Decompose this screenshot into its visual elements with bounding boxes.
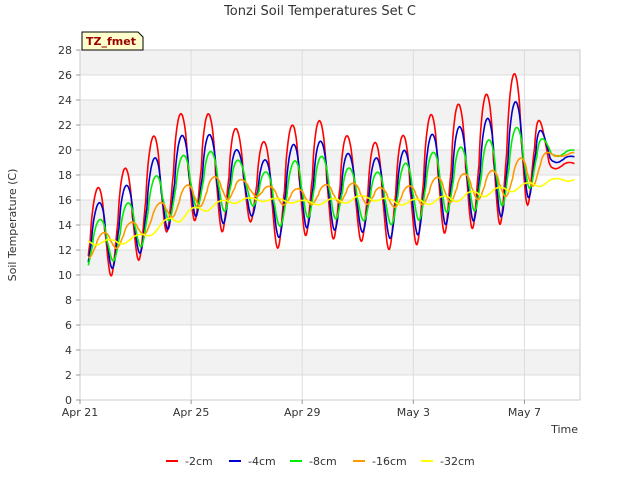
legend-label: -2cm [185, 455, 213, 468]
site-tag-text: TZ_fmet [86, 35, 136, 48]
series-lines [87, 72, 575, 277]
y-tick-label: 28 [58, 44, 72, 57]
y-tick-label: 12 [58, 244, 72, 257]
series-line-minus-16cm [88, 151, 575, 259]
series-line-minus-4cm [87, 101, 575, 270]
legend-label: -16cm [372, 455, 407, 468]
background-band [80, 50, 580, 75]
legend: -2cm -4cm -8cm -16cm -32cm [166, 455, 475, 468]
x-tick-label: May 7 [508, 406, 541, 419]
y-tick-label: 26 [58, 69, 72, 82]
series-line-minus-32cm [87, 177, 575, 246]
y-tick-label: 2 [65, 369, 72, 382]
y-tick-label: 20 [58, 144, 72, 157]
y-tick-label: 8 [65, 294, 72, 307]
y-tick-label: 6 [65, 319, 72, 332]
x-tick-label: Apr 29 [284, 406, 321, 419]
background-band [80, 100, 580, 125]
y-tick-label: 4 [65, 344, 72, 357]
legend-item: -4cm [229, 455, 276, 468]
y-tick-label: 24 [58, 94, 72, 107]
y-tick-label: 14 [58, 219, 72, 232]
site-tag-box [81, 31, 144, 51]
background-band [80, 250, 580, 275]
y-tick-label: 16 [58, 194, 72, 207]
site-tag: TZ_fmet [81, 31, 144, 51]
x-tick-label: Apr 21 [62, 406, 99, 419]
y-tick-label: 18 [58, 169, 72, 182]
legend-item: -16cm [353, 455, 407, 468]
y-tick-label: 0 [65, 394, 72, 407]
background-band [80, 150, 580, 175]
y-axis-label: Soil Temperature (C) [6, 169, 19, 282]
legend-label: -4cm [248, 455, 276, 468]
x-tick-label: Apr 25 [173, 406, 210, 419]
background-band [80, 300, 580, 325]
background-band [80, 350, 580, 375]
x-axis-ticks: Apr 21 Apr 25 Apr 29 May 3 May 7 [62, 400, 541, 419]
legend-item: -2cm [166, 455, 213, 468]
legend-item: -8cm [290, 455, 337, 468]
y-tick-label: 22 [58, 119, 72, 132]
x-tick-label: May 3 [397, 406, 430, 419]
legend-label: -32cm [440, 455, 475, 468]
chart-title: Tonzi Soil Temperatures Set C [223, 4, 416, 19]
y-tick-label: 10 [58, 269, 72, 282]
series-line-minus-8cm [87, 126, 575, 266]
legend-label: -8cm [309, 455, 337, 468]
x-axis-label: Time [550, 423, 578, 436]
legend-item: -32cm [421, 455, 475, 468]
